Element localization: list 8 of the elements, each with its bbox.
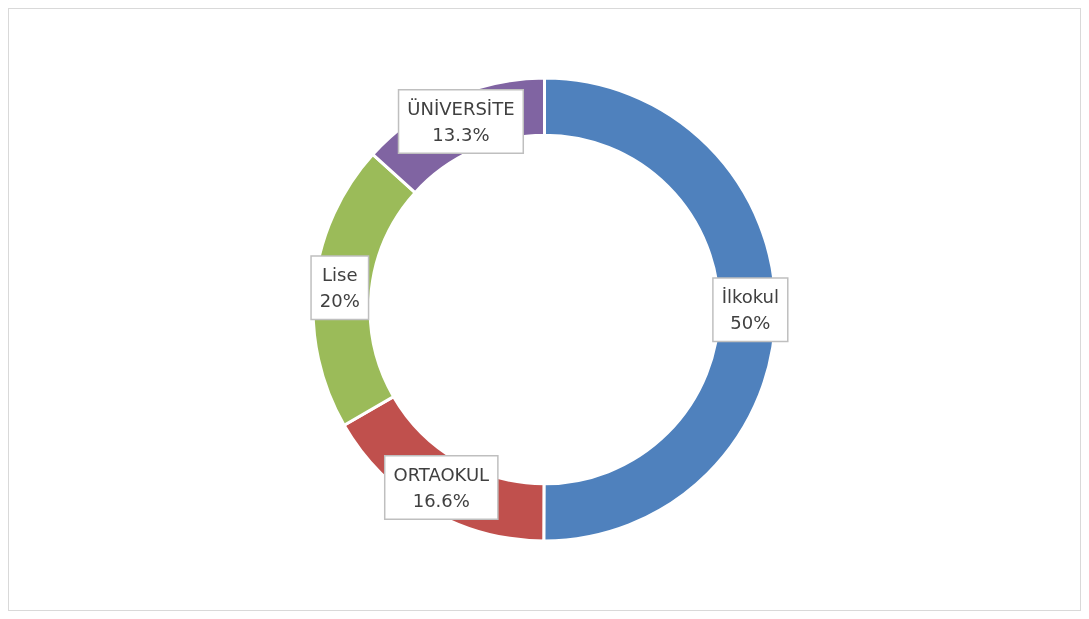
slice-label: İlkokul bbox=[721, 286, 780, 308]
slice-label: Lise bbox=[322, 264, 358, 286]
data-label: 50% bbox=[730, 312, 771, 334]
slice-label: ÜNİVERSİTE bbox=[407, 97, 515, 119]
slice-label: ORTAOKUL bbox=[393, 464, 490, 486]
data-label: 13.3% bbox=[432, 123, 490, 145]
data-label: 20% bbox=[319, 290, 360, 312]
data-label: 16.6% bbox=[412, 490, 470, 512]
